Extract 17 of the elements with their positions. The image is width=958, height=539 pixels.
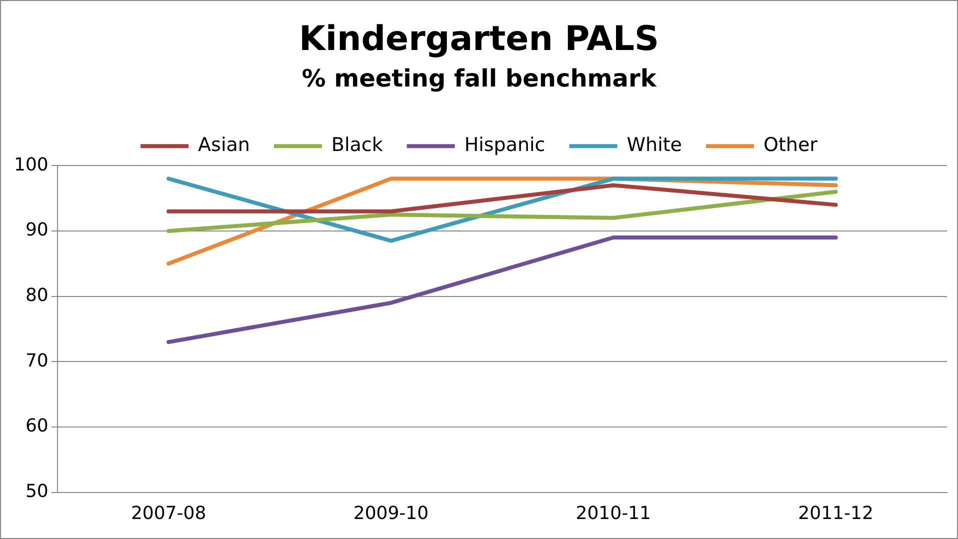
y-tick-label: 90 [25,220,48,241]
legend-label: Other [764,134,818,156]
y-tick-label: 60 [25,416,48,437]
legend-label: Black [331,134,383,156]
y-tick-label: 100 [14,154,48,176]
x-tick-label: 2011-12 [798,502,874,524]
y-tick-label: 70 [25,350,48,372]
y-tick-label: 50 [25,481,48,502]
x-tick-label: 2009-10 [353,502,429,524]
x-tick-label: 2010-11 [576,502,651,524]
x-tick-label: 2007-08 [130,502,206,524]
legend-label: Hispanic [464,134,546,156]
y-tick-label: 80 [25,284,48,306]
chart-title: Kindergarten PALS [298,19,660,60]
legend-label: White [626,134,682,156]
legend-label: Asian [198,134,250,156]
chart-subtitle: % meeting fall benchmark [302,64,658,92]
